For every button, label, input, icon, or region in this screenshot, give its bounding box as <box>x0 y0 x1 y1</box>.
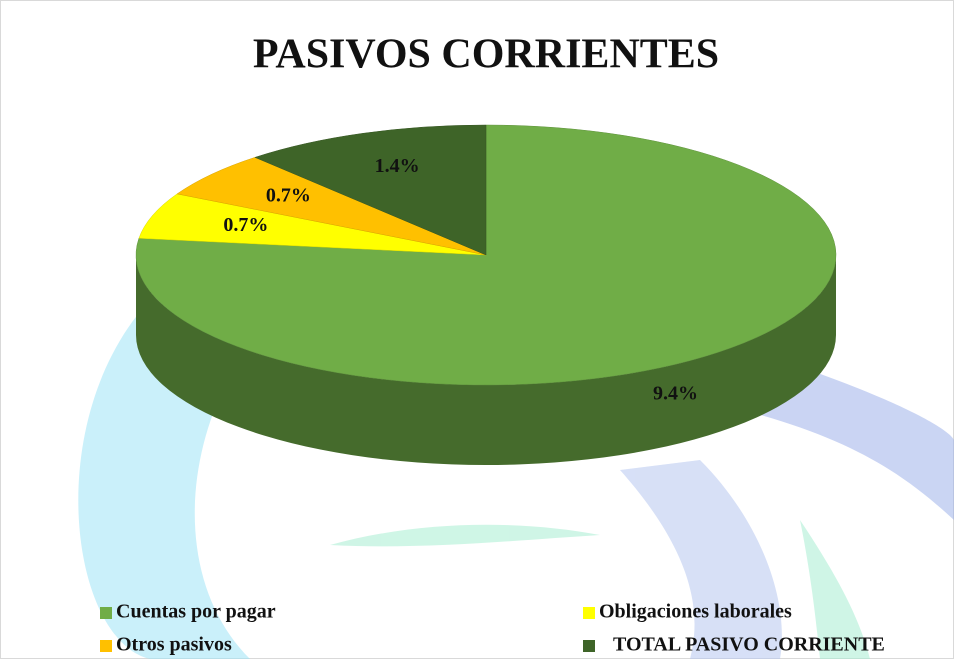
pie-slice-side <box>136 255 836 465</box>
chart-title: PASIVOS CORRIENTES <box>253 32 719 78</box>
watermark-leaf <box>330 524 600 547</box>
data-label: 0.7% <box>266 185 311 207</box>
legend-label: TOTAL PASIVO CORRIENTE <box>613 634 885 656</box>
legend-label: Obligaciones laborales <box>599 601 792 623</box>
legend-label: Cuentas por pagar <box>116 601 276 623</box>
pie-slice <box>176 157 487 256</box>
pie-slice <box>254 124 487 256</box>
watermark-leaf <box>800 520 870 659</box>
pie: 9.4% 0.7% 0.7% 1.4% <box>135 124 837 465</box>
legend-label: Otros pasivos <box>116 634 232 656</box>
legend-swatch <box>583 640 595 652</box>
watermark-arc <box>620 460 782 659</box>
pie-slice <box>135 124 837 386</box>
legend-swatch <box>583 607 595 619</box>
legend: Cuentas por pagar Obligaciones laborales O… <box>100 601 885 656</box>
legend-swatch <box>100 607 112 619</box>
legend-swatch <box>100 640 112 652</box>
data-label: 9.4% <box>653 383 698 405</box>
pie-slice <box>138 193 487 256</box>
data-label: 0.7% <box>223 214 268 236</box>
data-label: 1.4% <box>375 155 420 177</box>
